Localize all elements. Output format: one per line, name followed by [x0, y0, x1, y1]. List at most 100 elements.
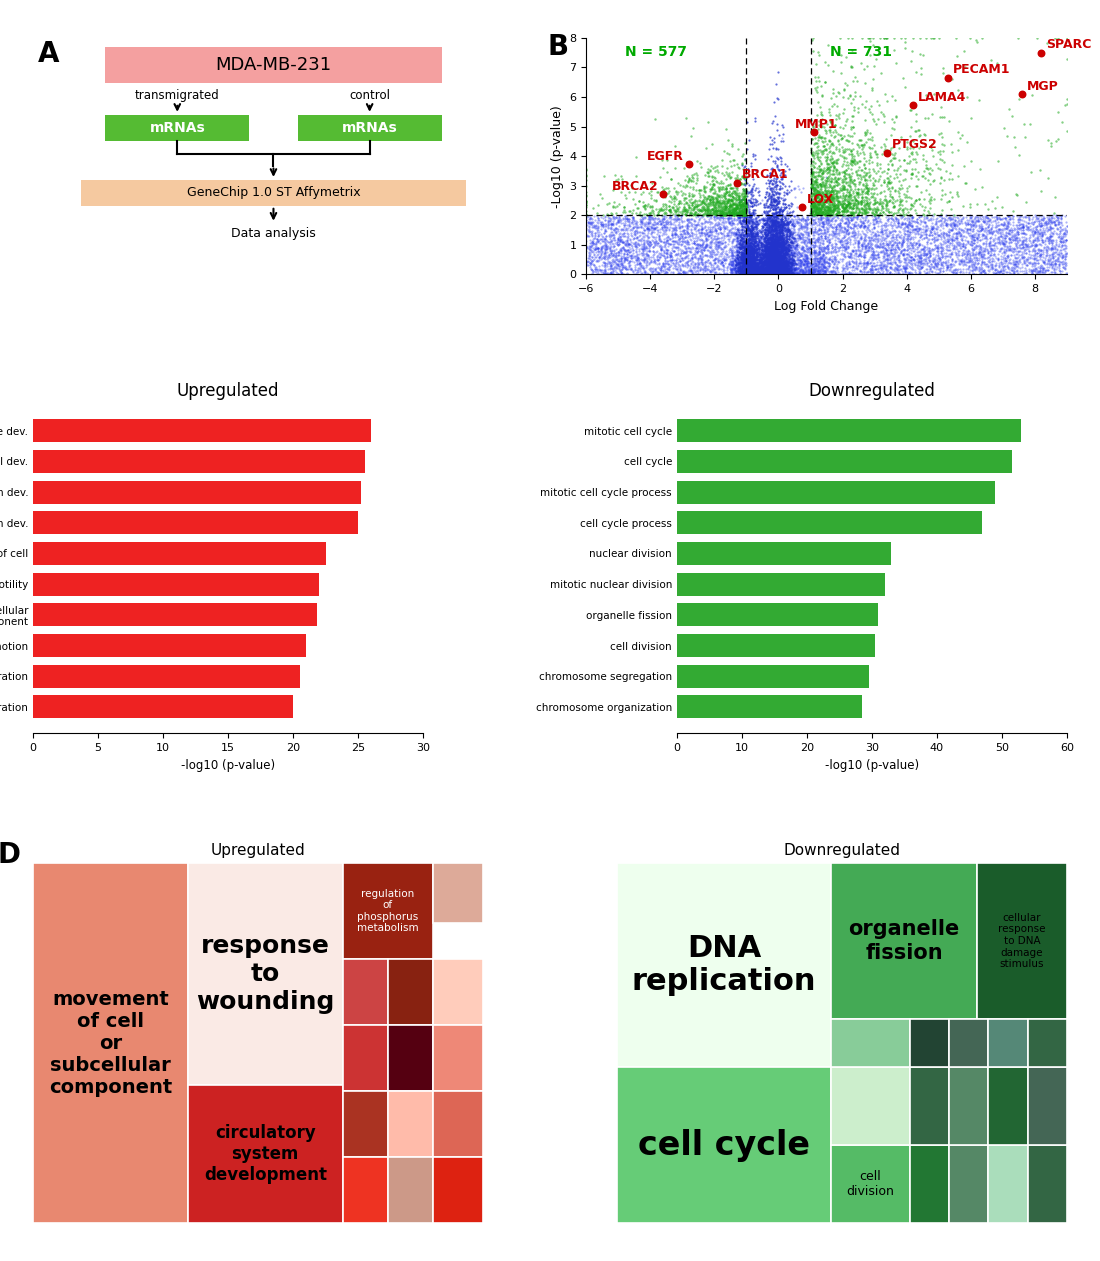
Point	[843, 208, 860, 228]
Point	[602, 213, 619, 233]
Point	[869, 199, 887, 219]
Point	[940, 240, 958, 260]
Point	[762, 231, 780, 251]
Point	[772, 221, 790, 241]
Point	[824, 154, 842, 174]
Point	[760, 251, 778, 271]
Point	[724, 150, 741, 170]
Point	[803, 232, 821, 252]
Point	[712, 218, 729, 238]
Point	[894, 213, 912, 233]
Point	[760, 230, 778, 250]
Point	[762, 261, 780, 281]
Point	[745, 242, 762, 262]
Point	[800, 223, 817, 243]
Point	[733, 200, 750, 221]
Point	[754, 264, 771, 284]
Point	[703, 222, 720, 242]
Point	[679, 217, 696, 237]
Point	[825, 200, 843, 221]
Point	[763, 230, 781, 250]
Point	[716, 188, 734, 208]
Point	[888, 240, 905, 260]
Point	[915, 253, 933, 274]
Point	[822, 106, 839, 126]
Point	[984, 222, 1002, 242]
Point	[632, 216, 650, 236]
Bar	[432, 1025, 483, 1091]
Point	[588, 203, 606, 223]
Point	[978, 256, 996, 276]
Point	[1025, 250, 1043, 270]
Point	[780, 251, 798, 271]
Point	[735, 199, 752, 219]
Bar	[343, 1091, 387, 1158]
Point	[1031, 262, 1048, 282]
Point	[901, 238, 918, 259]
Point	[713, 207, 730, 227]
Point	[961, 151, 979, 171]
Point	[704, 199, 722, 219]
Point	[767, 233, 784, 253]
Point	[667, 224, 684, 245]
Point	[742, 247, 760, 267]
Point	[789, 245, 806, 265]
Point	[945, 204, 962, 224]
Point	[812, 189, 829, 209]
Point	[1040, 130, 1057, 150]
Point	[728, 230, 746, 250]
Point	[847, 259, 865, 279]
Point	[760, 223, 778, 243]
Text: organelle
fission: organelle fission	[848, 919, 959, 962]
Point	[991, 261, 1009, 281]
Point	[770, 262, 788, 282]
Point	[892, 217, 910, 237]
Point	[768, 170, 785, 190]
Point	[826, 200, 844, 221]
Point	[911, 120, 928, 140]
Point	[766, 250, 783, 270]
Point	[794, 240, 812, 260]
Point	[1045, 261, 1063, 281]
Point	[748, 259, 766, 279]
Point	[708, 192, 726, 212]
Point	[763, 187, 781, 207]
Point	[911, 227, 928, 247]
Point	[1006, 253, 1024, 274]
Point	[740, 264, 758, 284]
Point	[754, 252, 771, 272]
Point	[764, 236, 782, 256]
Point	[771, 250, 789, 270]
Point	[1052, 264, 1069, 284]
Point	[805, 197, 823, 217]
Point	[674, 255, 692, 275]
Point	[764, 250, 782, 270]
Point	[835, 148, 852, 168]
Point	[804, 177, 822, 197]
Point	[836, 261, 854, 281]
Point	[708, 218, 726, 238]
Point	[758, 259, 776, 279]
Point	[782, 171, 800, 192]
Point	[761, 165, 779, 185]
Point	[747, 256, 764, 276]
Point	[810, 130, 827, 150]
Point	[838, 208, 856, 228]
Point	[739, 253, 757, 274]
Point	[733, 251, 750, 271]
Point	[747, 246, 764, 266]
Point	[764, 243, 782, 264]
Point	[604, 246, 622, 266]
Point	[842, 169, 859, 189]
Point	[739, 247, 757, 267]
Point	[767, 262, 784, 282]
Point	[822, 122, 839, 142]
Point	[646, 208, 663, 228]
Point	[988, 187, 1005, 207]
Point	[900, 208, 917, 228]
Point	[838, 188, 856, 208]
Point	[771, 255, 789, 275]
Point	[766, 246, 783, 266]
Point	[910, 251, 927, 271]
Point	[779, 264, 796, 284]
